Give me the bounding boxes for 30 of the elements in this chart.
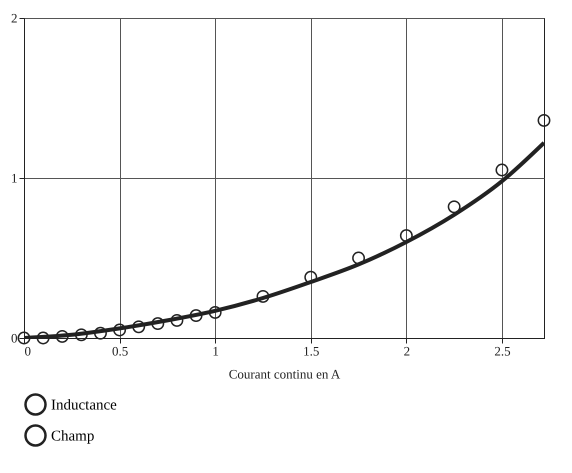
point <box>256 290 270 303</box>
point <box>113 324 126 336</box>
point <box>208 306 222 319</box>
x-tick-label: 2.5 <box>494 344 511 358</box>
point <box>352 252 366 264</box>
y-tick-label: 0 <box>11 330 18 346</box>
x-tick-label: 0 <box>24 344 31 358</box>
x-tick-label: 1 <box>212 344 219 358</box>
point <box>448 200 461 214</box>
x-tick-label: 2 <box>404 344 410 358</box>
point <box>56 330 69 343</box>
point <box>190 309 203 322</box>
point <box>18 332 30 344</box>
x-tick-label: 1.5 <box>303 344 320 358</box>
point <box>400 229 413 242</box>
point <box>94 326 107 340</box>
point <box>170 314 184 327</box>
point <box>132 320 146 334</box>
y-tick-label: 1 <box>11 170 18 186</box>
legend-label: Inductance <box>51 398 118 414</box>
point <box>538 114 550 127</box>
point <box>495 164 508 176</box>
point <box>36 332 50 344</box>
x-axis-title: Courant continu en A <box>228 366 341 382</box>
point <box>151 317 164 330</box>
legend-label: Champ <box>51 428 94 444</box>
point <box>74 328 88 342</box>
point <box>304 270 318 284</box>
x-tick-label: 0.5 <box>112 344 128 358</box>
y-tick-label: 2 <box>11 10 18 26</box>
